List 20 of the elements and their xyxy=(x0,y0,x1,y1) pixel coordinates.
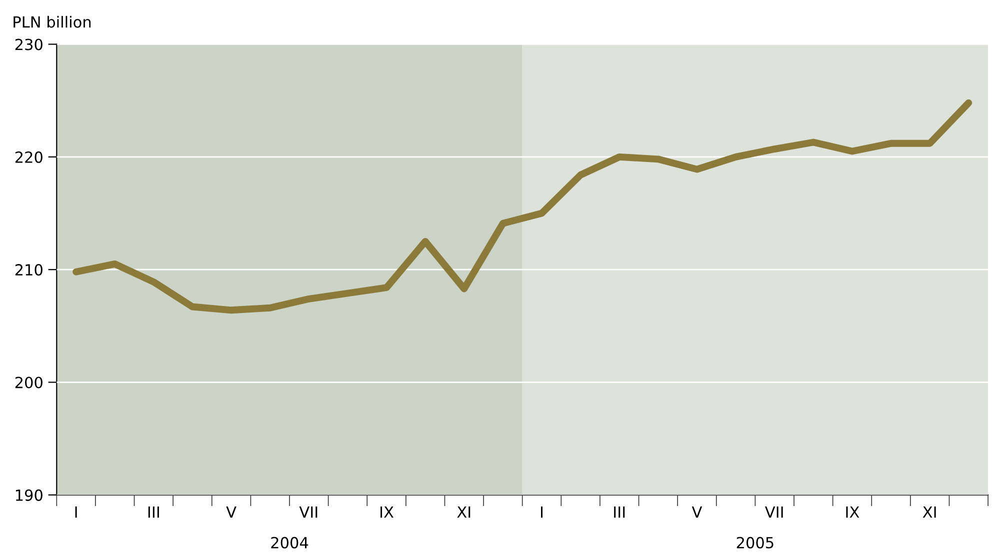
x-tick-label: IX xyxy=(846,506,860,518)
text: 2005 xyxy=(736,536,774,548)
x-tick-label: IX xyxy=(380,506,394,518)
x-tick-label: XI xyxy=(922,506,936,518)
y-tick-label: 230 xyxy=(15,38,42,50)
x-tick-label: I xyxy=(75,506,77,518)
x-tick-label: III xyxy=(614,506,625,518)
x-tick-label: XI xyxy=(457,506,470,518)
x-tick-label: I xyxy=(540,506,543,518)
y-tick-label: 190 xyxy=(16,489,42,501)
x-tick-label: VII xyxy=(299,506,318,518)
x-tick-label: V xyxy=(692,506,702,518)
text: 2004 xyxy=(271,536,308,548)
x-tick-label: III xyxy=(148,506,159,518)
y-tick-label: 200 xyxy=(15,376,42,388)
x-tick-label: V xyxy=(226,506,236,518)
x-tick-label: VII xyxy=(764,506,783,518)
y-axis-title: PLN billion xyxy=(14,16,91,28)
y-tick-label: 220 xyxy=(15,151,42,163)
y-tick-label: 210 xyxy=(15,264,42,276)
